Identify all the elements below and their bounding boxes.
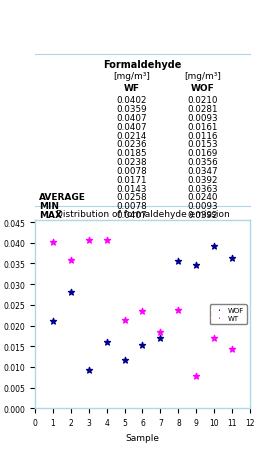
Text: 0.0407: 0.0407 — [116, 114, 147, 123]
Legend: WOF, WT: WOF, WT — [210, 305, 247, 325]
Text: 0.0116: 0.0116 — [188, 131, 218, 140]
Text: 0.0093: 0.0093 — [187, 202, 218, 211]
Text: 0.0210: 0.0210 — [188, 96, 218, 105]
Point — [194, 373, 198, 380]
Point — [86, 366, 91, 374]
Point — [212, 334, 217, 341]
Point — [68, 257, 73, 264]
Text: 0.0171: 0.0171 — [116, 175, 147, 185]
Point — [230, 255, 234, 262]
Point — [122, 316, 127, 324]
Point — [104, 237, 109, 244]
Point — [122, 357, 127, 364]
Text: 0.0214: 0.0214 — [116, 131, 147, 140]
Text: 0.0236: 0.0236 — [116, 140, 147, 149]
Text: WOF: WOF — [191, 84, 215, 93]
Text: 0.0359: 0.0359 — [116, 105, 147, 114]
Text: 0.0078: 0.0078 — [116, 167, 147, 175]
Text: 0.0407: 0.0407 — [116, 211, 147, 219]
Text: 0.0363: 0.0363 — [187, 184, 218, 193]
Title: Distribution of formaldehyde emission: Distribution of formaldehyde emission — [56, 209, 229, 218]
Point — [68, 289, 73, 296]
Text: [mg/m³]: [mg/m³] — [113, 72, 150, 81]
Point — [230, 346, 234, 353]
Text: 0.0238: 0.0238 — [116, 158, 147, 167]
Point — [86, 237, 91, 244]
Point — [176, 307, 181, 314]
Point — [140, 341, 145, 349]
Text: 0.0407: 0.0407 — [116, 123, 147, 131]
Point — [51, 318, 55, 325]
Text: 0.0392: 0.0392 — [188, 175, 218, 185]
Text: 0.0258: 0.0258 — [116, 193, 147, 202]
Text: 0.0161: 0.0161 — [188, 123, 218, 131]
Text: 0.0093: 0.0093 — [187, 114, 218, 123]
Text: 0.0402: 0.0402 — [116, 96, 147, 105]
Point — [158, 328, 163, 336]
Text: 0.0392: 0.0392 — [188, 211, 218, 219]
Point — [51, 239, 55, 246]
Text: 0.0185: 0.0185 — [116, 149, 147, 158]
Text: 0.0347: 0.0347 — [187, 167, 218, 175]
Point — [140, 308, 145, 315]
Text: 0.0281: 0.0281 — [188, 105, 218, 114]
Text: 0.0356: 0.0356 — [187, 158, 218, 167]
X-axis label: Sample: Sample — [125, 433, 160, 442]
Text: 0.0063: 0.0063 — [116, 219, 147, 229]
Text: 0.0169: 0.0169 — [188, 149, 218, 158]
Text: Formaldehyde: Formaldehyde — [103, 60, 182, 70]
Text: 0.0143: 0.0143 — [116, 184, 147, 193]
Point — [158, 335, 163, 342]
Point — [104, 338, 109, 346]
Text: 0.0064: 0.0064 — [188, 219, 218, 229]
Point — [194, 262, 198, 269]
Text: 0.0078: 0.0078 — [116, 202, 147, 211]
Text: [mg/m³]: [mg/m³] — [184, 72, 221, 81]
Text: 0.0153: 0.0153 — [187, 140, 218, 149]
Text: BL: BL — [39, 219, 52, 229]
Text: AVERAGE: AVERAGE — [39, 193, 86, 202]
Point — [176, 258, 181, 265]
Text: MIN: MIN — [39, 202, 59, 211]
Point — [212, 243, 217, 250]
Text: WF: WF — [124, 84, 140, 93]
Text: MAX: MAX — [39, 211, 62, 219]
Text: 0.0240: 0.0240 — [188, 193, 218, 202]
